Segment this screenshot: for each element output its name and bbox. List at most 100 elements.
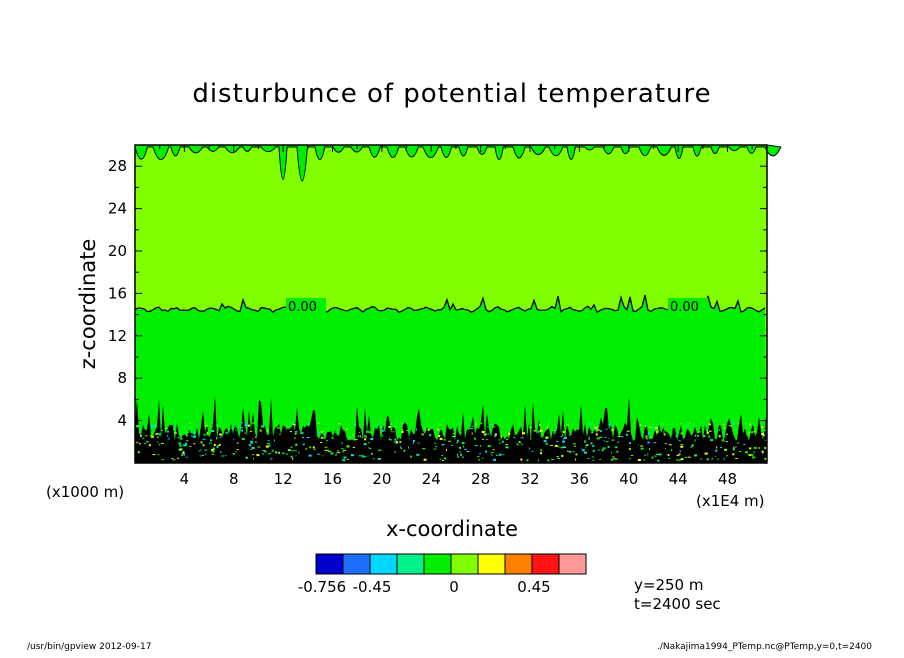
noise-speck [298, 451, 300, 454]
noise-speck [241, 429, 244, 432]
noise-speck [502, 427, 504, 429]
noise-speck [607, 445, 610, 448]
noise-speck [343, 456, 347, 459]
noise-speck [483, 433, 487, 436]
noise-speck [560, 435, 563, 437]
noise-speck [384, 430, 386, 432]
noise-speck [422, 426, 426, 428]
noise-speck [546, 426, 548, 429]
noise-speck [474, 445, 478, 447]
noise-speck [164, 428, 168, 430]
noise-speck [591, 431, 594, 434]
noise-speck [493, 458, 496, 461]
noise-speck [211, 453, 214, 455]
noise-speck [592, 459, 595, 461]
noise-speck [680, 458, 683, 461]
colorbar-cell [504, 553, 533, 575]
noise-speck [547, 424, 549, 426]
noise-speck [152, 454, 156, 456]
noise-speck [765, 426, 768, 428]
noise-speck [352, 434, 355, 436]
noise-speck [704, 452, 708, 455]
noise-speck [604, 436, 607, 438]
noise-speck [389, 422, 392, 425]
z-tick-label: 12 [108, 327, 127, 345]
noise-speck [333, 429, 335, 432]
noise-speck [753, 451, 756, 453]
noise-speck [193, 431, 196, 433]
noise-speck [433, 448, 437, 450]
chart-title: disturbunce of potential temperature [192, 79, 711, 109]
colorbar-tick-label: -0.756 [298, 578, 346, 596]
noise-speck [279, 433, 281, 435]
noise-speck [158, 433, 161, 436]
noise-speck [202, 444, 205, 447]
noise-speck [150, 425, 154, 428]
noise-speck [487, 445, 491, 447]
noise-speck [540, 452, 542, 455]
noise-speck [485, 450, 488, 453]
noise-speck [353, 423, 357, 426]
noise-speck [750, 431, 754, 434]
noise-speck [614, 458, 618, 460]
noise-speck [562, 433, 563, 436]
noise-speck [749, 447, 752, 450]
noise-speck [213, 443, 216, 446]
noise-speck [351, 436, 354, 438]
noise-speck [708, 423, 711, 426]
noise-speck [346, 445, 350, 448]
noise-speck [216, 424, 220, 426]
noise-speck [751, 453, 754, 456]
noise-speck [221, 434, 223, 437]
noise-speck [545, 436, 549, 439]
noise-speck [399, 440, 402, 443]
noise-speck [588, 423, 592, 425]
noise-speck [479, 453, 482, 455]
noise-speck [186, 440, 189, 442]
noise-speck [758, 447, 761, 449]
noise-speck [487, 426, 490, 428]
noise-speck [592, 444, 595, 447]
noise-speck [416, 428, 417, 431]
noise-speck [551, 459, 555, 460]
noise-speck [616, 450, 619, 453]
noise-speck [562, 440, 566, 443]
noise-speck [696, 434, 699, 437]
z-axis: 4 8 12 16 20 24 28 [108, 144, 767, 443]
noise-speck [233, 439, 234, 441]
noise-speck [723, 424, 725, 425]
x-tick-label: 16 [323, 470, 342, 488]
noise-speck [498, 439, 501, 441]
noise-speck [679, 423, 682, 425]
noise-speck [421, 433, 424, 436]
noise-speck [199, 455, 202, 457]
noise-speck [496, 455, 498, 456]
noise-speck [259, 429, 262, 432]
noise-speck [518, 441, 521, 444]
noise-speck [629, 457, 631, 459]
noise-speck [190, 435, 193, 437]
noise-speck [185, 442, 188, 445]
z-unit-note: (x1000 m) [46, 483, 124, 501]
noise-speck [715, 455, 717, 457]
noise-speck [219, 436, 222, 438]
noise-speck [761, 450, 764, 453]
noise-speck [647, 428, 650, 431]
noise-speck [412, 442, 414, 445]
noise-speck [437, 428, 440, 431]
noise-speck [725, 436, 727, 438]
noise-speck [664, 443, 667, 445]
noise-speck [401, 422, 403, 425]
noise-speck [403, 449, 406, 452]
noise-speck [300, 432, 304, 435]
noise-speck [267, 440, 270, 442]
noise-speck [174, 425, 175, 428]
noise-speck [341, 442, 343, 445]
noise-speck [330, 452, 334, 455]
noise-speck [647, 432, 650, 435]
noise-speck [543, 440, 547, 443]
noise-speck [675, 435, 678, 438]
noise-speck [381, 429, 384, 432]
noise-speck [185, 456, 188, 458]
noise-speck [690, 446, 693, 448]
